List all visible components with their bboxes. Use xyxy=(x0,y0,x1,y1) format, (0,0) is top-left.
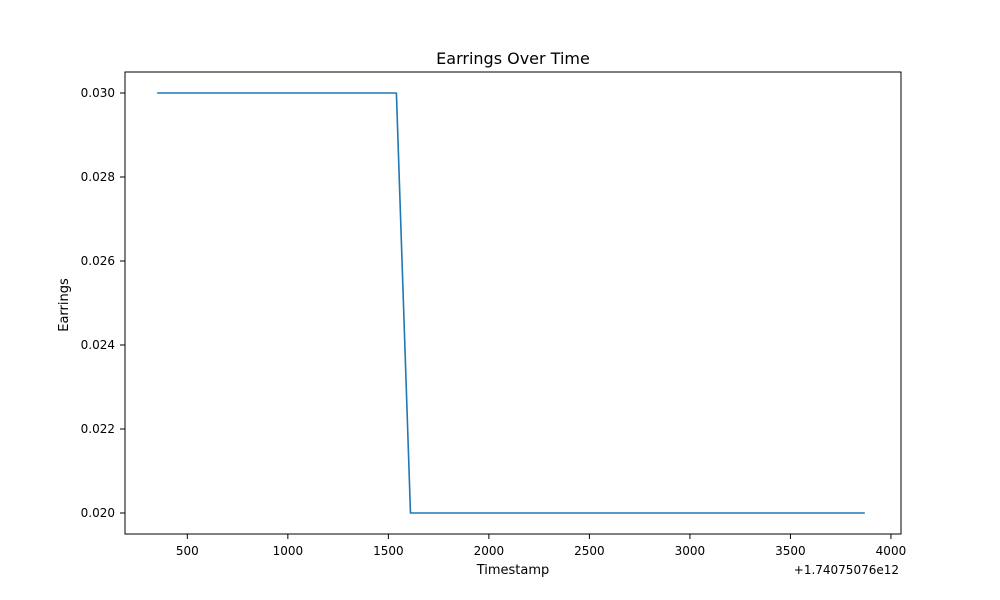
y-tick-label-1: 0.022 xyxy=(81,422,115,436)
x-tick-label-1: 1000 xyxy=(273,544,304,558)
x-tick-label-7: 4000 xyxy=(876,544,907,558)
x-tick-label-4: 2500 xyxy=(574,544,605,558)
y-axis-label: Earrings xyxy=(57,278,72,332)
y-tick-label-5: 0.030 xyxy=(81,86,115,100)
x-tick-label-2: 1500 xyxy=(373,544,404,558)
x-tick-label-6: 3500 xyxy=(775,544,806,558)
x-tick-label-0: 500 xyxy=(176,544,199,558)
plot-frame xyxy=(124,71,902,535)
chart-title: Earrings Over Time xyxy=(436,49,590,68)
x-axis-label: Timestamp xyxy=(476,563,550,578)
plot-area xyxy=(157,92,865,514)
x-axis-offset-label: +1.74075076e12 xyxy=(794,563,899,577)
y-tick-label-0: 0.020 xyxy=(81,506,115,520)
series-line-0 xyxy=(157,92,865,514)
x-tick-label-5: 3000 xyxy=(675,544,706,558)
x-tick-label-3: 2000 xyxy=(474,544,505,558)
y-tick-label-2: 0.024 xyxy=(81,338,115,352)
y-tick-label-3: 0.026 xyxy=(81,254,115,268)
y-tick-label-4: 0.028 xyxy=(81,170,115,184)
